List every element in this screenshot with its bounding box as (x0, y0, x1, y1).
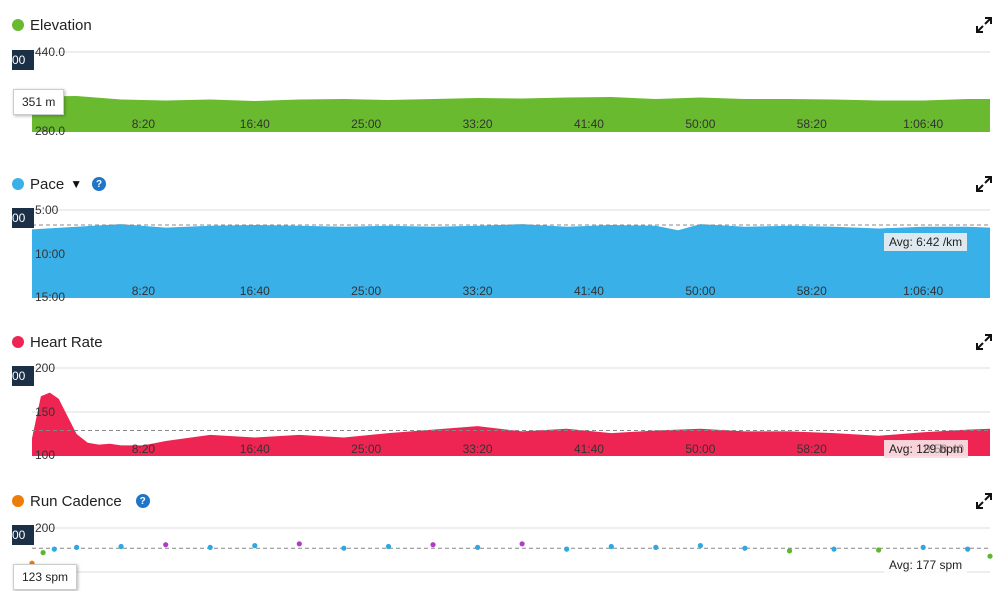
x-tick-label: 50:00 (685, 284, 715, 298)
heart-rate-avg-overlap-text: 9:58:40 (924, 442, 965, 456)
elevation-area (32, 96, 990, 132)
cadence-point (608, 543, 614, 550)
cadence-point (207, 544, 213, 550)
x-tick-label: 16:40 (240, 284, 270, 298)
question-mark-icon[interactable]: ? (92, 177, 107, 191)
y-tick-label: 15:00 (35, 290, 65, 304)
x-tick-label: 41:40 (574, 117, 604, 131)
y-tick-label: 280.0 (35, 124, 65, 138)
cadence-point (296, 541, 302, 547)
x-tick-label: 33:20 (463, 117, 493, 131)
cadence-point (920, 544, 926, 550)
cadence-point (118, 543, 124, 550)
x-tick-label: 25:00 (351, 442, 381, 456)
heart-rate-area (32, 392, 990, 456)
pace-chart[interactable]: 5:00 10:00 15:00 8:20 16:40 25:00 33:20 41:40 50… (0, 198, 1000, 333)
x-tick-label: 41:40 (574, 442, 604, 456)
y-tick-label: 200 (35, 521, 55, 535)
cadence-header: Run Cadence ? (12, 490, 150, 512)
pace-header: Pace ▼ ? (12, 173, 107, 195)
x-tick-label: 50:00 (685, 442, 715, 456)
heart-rate-chart[interactable]: 200 150 100 8:20 16:40 25:00 33:20 41:40 50:00 58… (0, 356, 1000, 491)
x-tick-label: 41:40 (574, 284, 604, 298)
pace-panel: Pace ▼ ? (0, 173, 1000, 308)
y-tick-label: 440.0 (35, 45, 65, 59)
question-mark-icon[interactable]: ? (135, 494, 150, 508)
x-tick-label: 8:20 (132, 117, 156, 131)
elevation-cursor-marker: 00 (12, 50, 34, 70)
y-tick-label: 5:00 (35, 203, 59, 217)
cadence-point (697, 543, 704, 549)
x-tick-label: 1:06:40 (903, 284, 943, 298)
caret-down-icon[interactable]: ▼ (70, 177, 83, 191)
pace-avg-label: Avg: 6:42 /km (884, 233, 968, 251)
expand-arrows-icon[interactable] (975, 492, 993, 510)
cadence-point (653, 544, 659, 550)
heart-rate-avg-label: Avg: 129 bpm (884, 440, 968, 458)
heart-rate-panel: Heart Rate (0, 331, 1000, 466)
elevation-panel: Elevation (0, 14, 1000, 149)
expand-arrows-icon[interactable] (975, 333, 993, 351)
x-tick-label: 8:20 (132, 442, 156, 456)
heart-rate-header: Heart Rate (12, 331, 103, 353)
x-tick-label: 25:00 (351, 117, 381, 131)
cadence-point (876, 547, 882, 553)
expand-arrows-icon[interactable] (975, 16, 993, 34)
heart-rate-cursor-marker: 00 (12, 366, 34, 386)
cadence-cursor-marker: 00 (12, 525, 34, 545)
cadence-point (74, 544, 80, 550)
cadence-point (430, 542, 436, 548)
elevation-legend-dot (12, 19, 24, 31)
elevation-tooltip: 351 m (13, 89, 65, 115)
x-tick-label: 25:00 (351, 284, 381, 298)
x-tick-label: 16:40 (240, 117, 270, 131)
cadence-title: Run Cadence (30, 492, 122, 510)
x-tick-label: 33:20 (463, 284, 493, 298)
cadence-point (831, 546, 837, 552)
elevation-header: Elevation (12, 14, 92, 36)
pace-area (32, 224, 990, 298)
x-tick-label: 50:00 (685, 117, 715, 131)
pace-cursor-marker: 00 (12, 208, 34, 228)
cadence-legend-dot (12, 495, 24, 507)
cadence-point (475, 544, 481, 550)
cadence-panel: Run Cadence ? (0, 490, 1000, 591)
cadence-point (519, 541, 525, 547)
elevation-chart[interactable]: 440.0 280.0 8:20 16:40 25:00 33:20 41:40 50:00 5… (0, 40, 1000, 175)
y-tick-label: 200 (35, 361, 55, 375)
x-tick-label: 16:40 (240, 442, 270, 456)
elevation-title: Elevation (30, 16, 92, 34)
x-tick-label: 58:20 (797, 284, 827, 298)
cadence-tooltip: 123 spm (13, 564, 78, 590)
cadence-point (786, 548, 793, 554)
pace-legend-dot (12, 178, 24, 190)
cadence-chart[interactable]: 200 (0, 516, 1000, 591)
cadence-point (40, 550, 46, 556)
cadence-point (163, 542, 169, 548)
cadence-point (742, 545, 748, 551)
cadence-point (252, 543, 258, 549)
heart-rate-title: Heart Rate (30, 333, 103, 351)
cadence-point (987, 553, 993, 559)
cadence-point (51, 546, 57, 552)
cadence-point (965, 546, 971, 552)
x-tick-label: 58:20 (797, 117, 827, 131)
x-tick-label: 33:20 (463, 442, 493, 456)
cadence-point (341, 545, 347, 551)
cadence-avg-label: Avg: 177 spm (884, 556, 968, 574)
heart-rate-legend-dot (12, 336, 24, 348)
cadence-point (564, 546, 570, 552)
pace-title: Pace (30, 175, 65, 193)
cadence-point (385, 543, 392, 550)
y-tick-label: 10:00 (35, 247, 65, 261)
y-tick-label: 100 (35, 448, 55, 462)
expand-arrows-icon[interactable] (975, 175, 993, 193)
x-tick-label: 58:20 (797, 442, 827, 456)
y-tick-label: 150 (35, 405, 55, 419)
x-tick-label: 1:06:40 (903, 117, 943, 131)
x-tick-label: 8:20 (132, 284, 156, 298)
